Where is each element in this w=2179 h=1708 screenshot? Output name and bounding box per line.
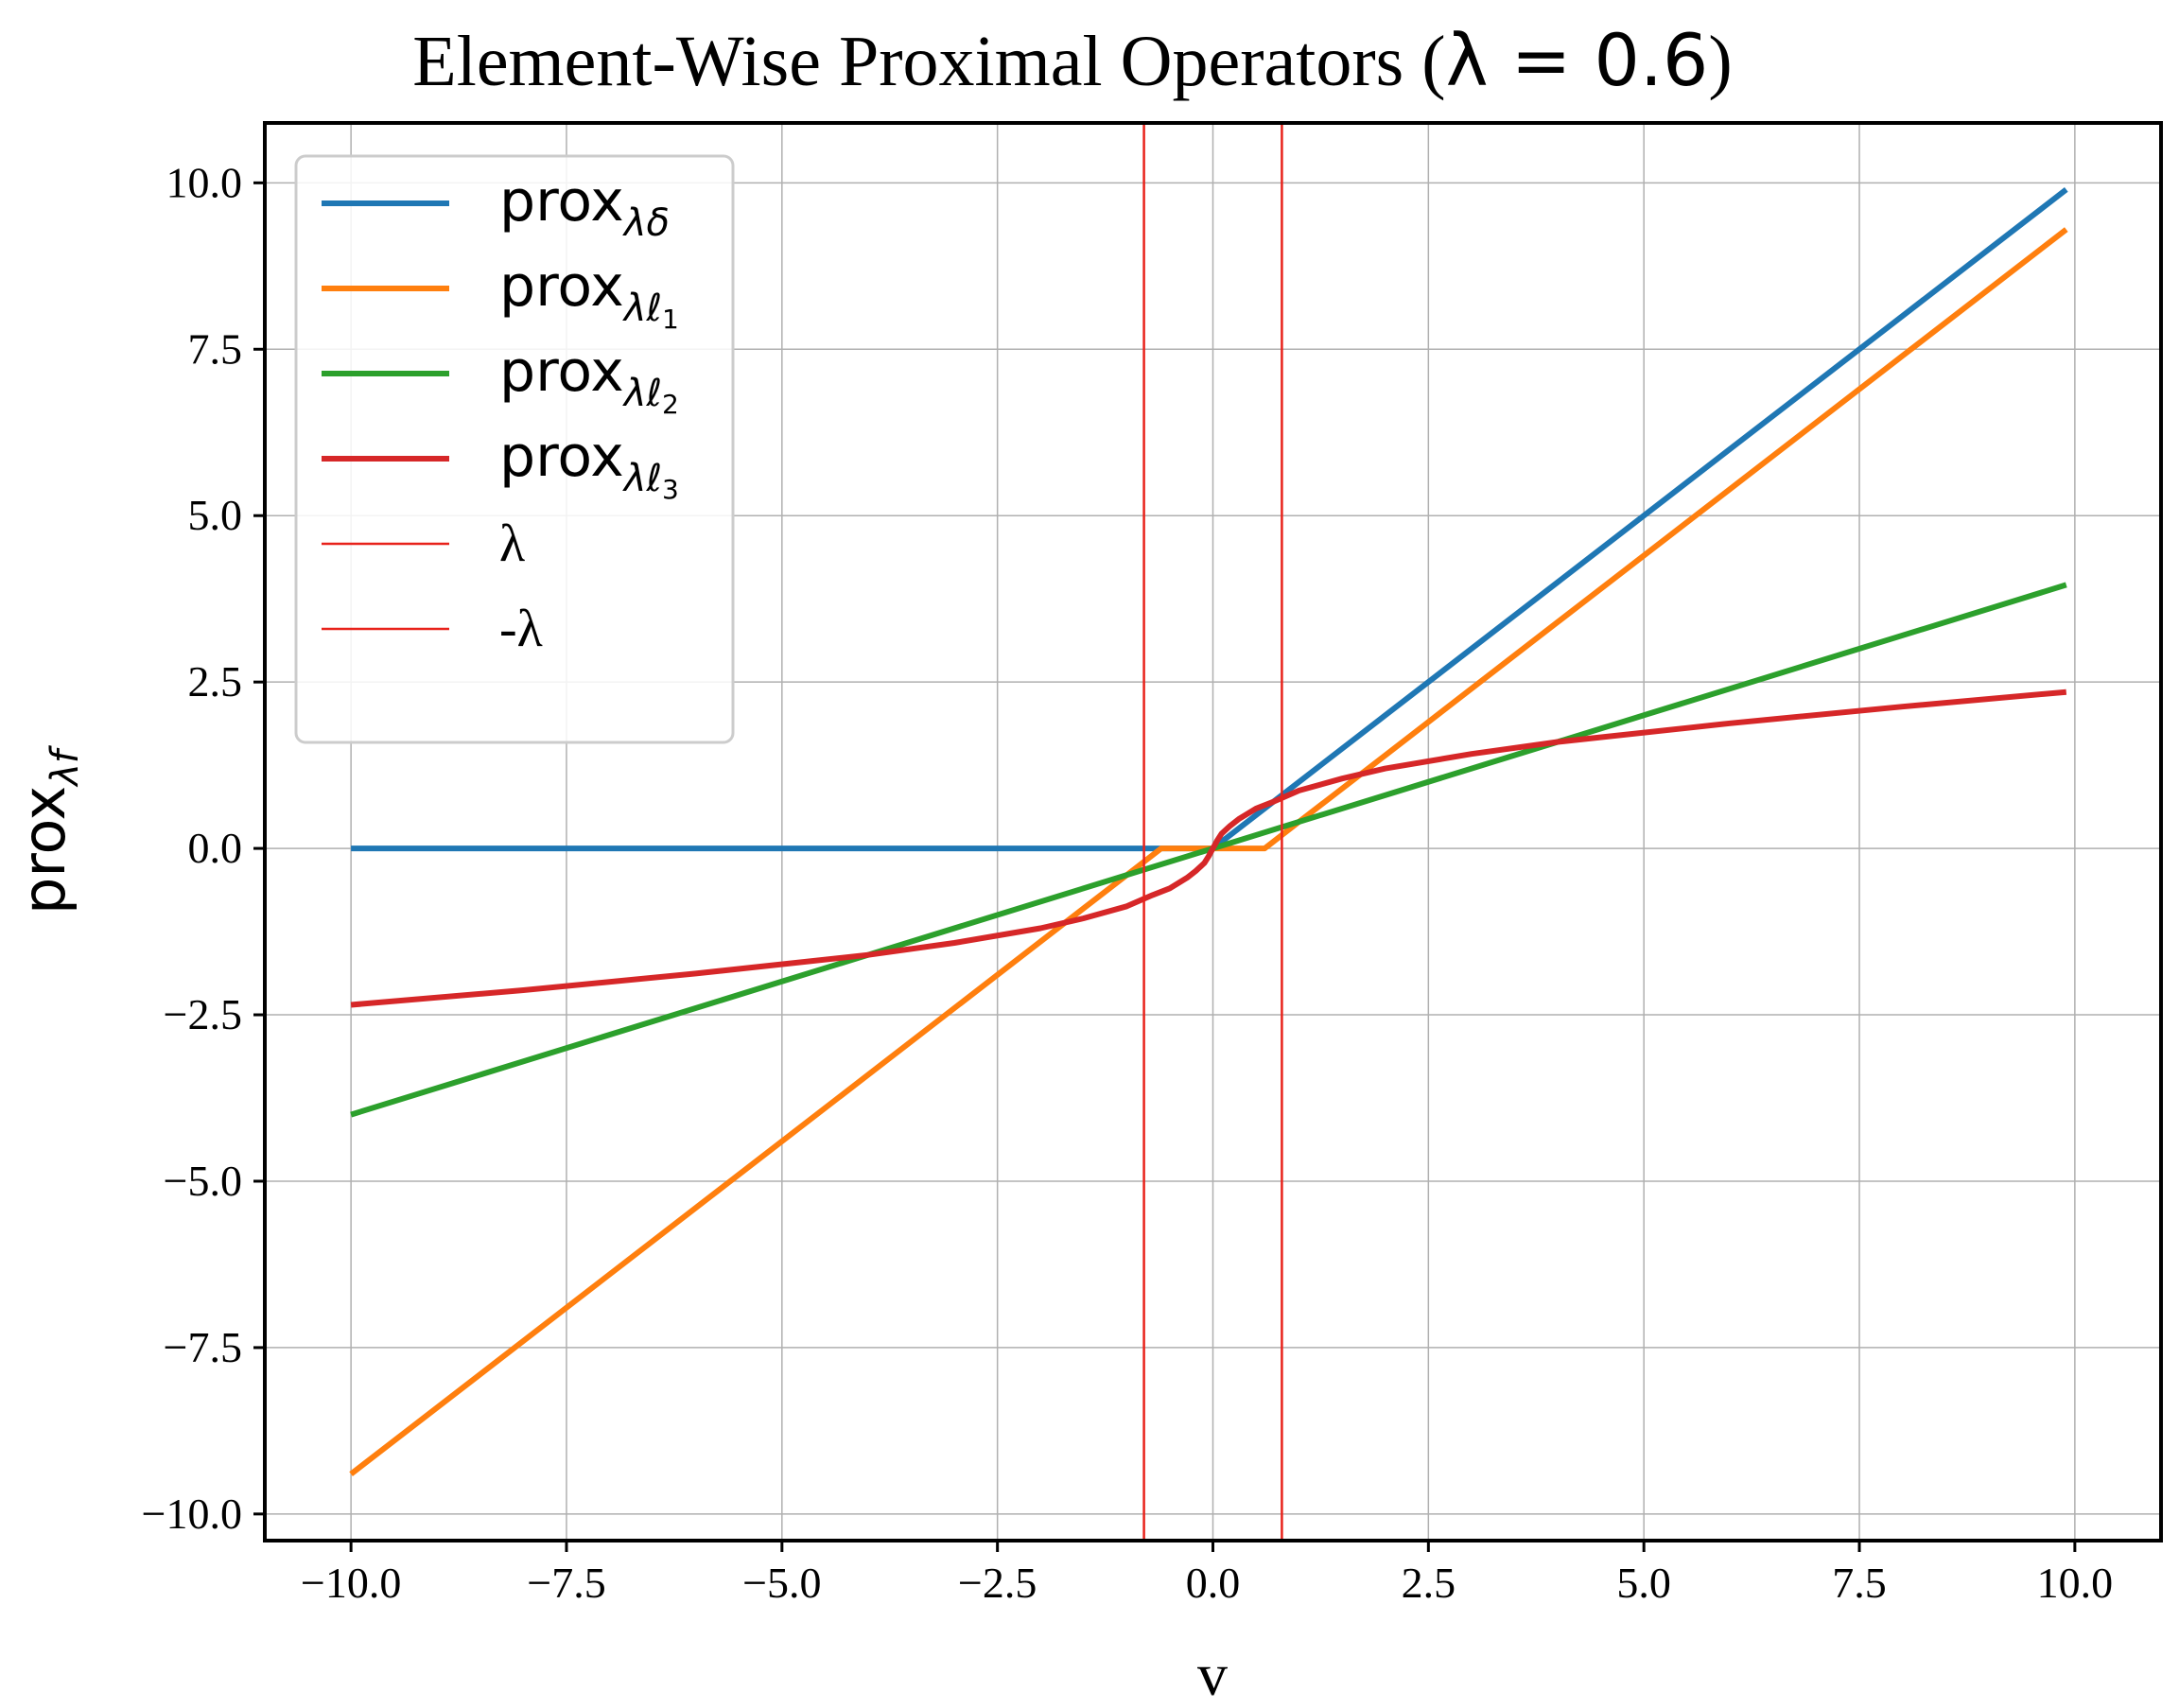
x-tick-label-6: 5.0 [1616, 1559, 1671, 1607]
series-layer [349, 123, 2068, 1541]
x-tick-label-1: −7.5 [527, 1559, 605, 1607]
x-tick-label-3: −2.5 [958, 1559, 1037, 1607]
y-tick-label-3: −2.5 [164, 990, 242, 1038]
y-tick-label-0: −10.0 [142, 1490, 242, 1538]
y-tick-label-1: −7.5 [164, 1323, 242, 1371]
x-tick-label-8: 10.0 [2037, 1559, 2114, 1607]
x-axis-label: v [1197, 1641, 1228, 1708]
x-tick-label-5: 2.5 [1402, 1559, 1456, 1607]
legend-label-3: proxλℓ3 [499, 424, 679, 505]
x-tick-label-4: 0.0 [1186, 1559, 1241, 1607]
x-tick-label-2: −5.0 [742, 1559, 821, 1607]
y-tick-label-7: 7.5 [188, 324, 243, 373]
chart-title: Element-Wise Proximal Operators (λ = 0.6… [412, 18, 1732, 102]
ticks: −10.0 −7.5 −5.0 −2.5 0.0 2.5 5.0 7.5 10.0 −10.0 −7… [142, 158, 2114, 1607]
y-tick-label-4: 0.0 [188, 824, 243, 872]
legend-label-0: proxλδ [499, 168, 670, 245]
legend-label-4: λ [499, 514, 525, 573]
series-line-3 [350, 688, 2067, 1008]
legend-label-1: proxλℓ1 [499, 253, 679, 335]
y-tick-label-8: 10.0 [166, 158, 243, 206]
legend-label-2: proxλℓ2 [499, 339, 679, 420]
y-tick-label-2: −5.0 [164, 1157, 242, 1205]
legend-box [294, 154, 735, 744]
y-axis-label: proxλf [9, 744, 87, 915]
legend-label-5: -λ [499, 600, 543, 658]
y-tick-label-6: 5.0 [188, 491, 243, 539]
x-tick-label-7: 7.5 [1832, 1559, 1887, 1607]
y-tick-label-5: 2.5 [188, 657, 243, 706]
x-tick-label-0: −10.0 [301, 1559, 401, 1607]
